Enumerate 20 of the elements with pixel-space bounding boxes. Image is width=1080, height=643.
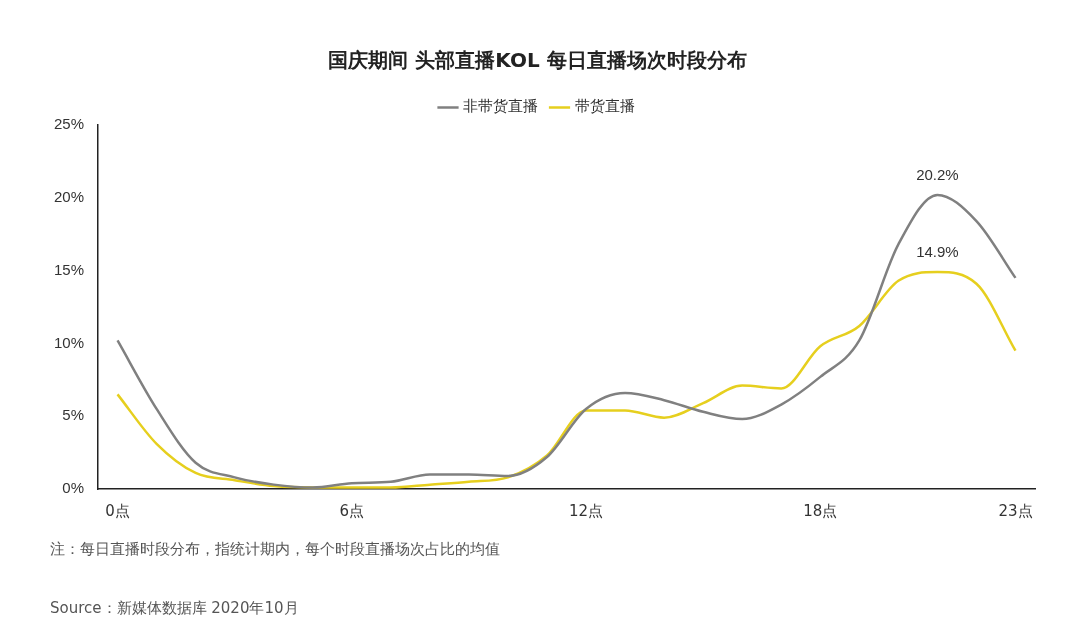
y-tick-label: 25% <box>53 115 85 133</box>
line-series <box>116 270 1017 489</box>
y-tick-label: 20% <box>53 187 85 205</box>
text: 注：每日直播时段分布，指统计期内，每个时段直播场次占比的均值 <box>50 540 500 559</box>
y-tick-label: 10% <box>53 333 85 351</box>
legend-label: 带货直播 <box>574 97 635 116</box>
legend-label: 非带货直播 <box>463 97 538 116</box>
x-tick-label: 23点 <box>998 501 1033 520</box>
y-tick-label: 5% <box>62 406 85 424</box>
x-tick-label: 6点 <box>339 501 365 520</box>
chart-title: 国庆期间 头部直播KOL 每日直播场次时段分布 <box>328 48 747 73</box>
source-note: Source：新媒体数据库 2020年10月 <box>50 599 300 618</box>
line-series <box>116 193 1017 489</box>
x-tick-label: 12点 <box>568 501 604 520</box>
y-tick-label: 0% <box>62 479 85 497</box>
x-tick-label: 0点 <box>105 501 130 520</box>
y-tick-label: 15% <box>53 260 85 278</box>
data-label: 20.2% <box>916 165 959 183</box>
x-tick-label: 18点 <box>803 501 838 520</box>
data-label: 14.9% <box>916 242 959 260</box>
